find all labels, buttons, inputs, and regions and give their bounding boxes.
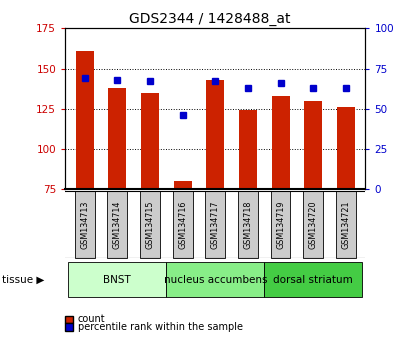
Bar	[239, 110, 257, 189]
Text: percentile rank within the sample: percentile rank within the sample	[78, 322, 243, 332]
Text: GSM134717: GSM134717	[211, 200, 220, 249]
Text: dorsal striatum: dorsal striatum	[273, 275, 353, 285]
Text: GSM134715: GSM134715	[145, 200, 155, 249]
Text: tissue ▶: tissue ▶	[2, 275, 45, 285]
Bar	[166, 262, 264, 297]
Bar	[264, 262, 362, 297]
Text: GDS2344 / 1428488_at: GDS2344 / 1428488_at	[129, 12, 291, 27]
Text: nucleus accumbens: nucleus accumbens	[163, 275, 267, 285]
Bar	[270, 191, 291, 258]
Bar	[336, 191, 356, 258]
Text: GSM134714: GSM134714	[113, 201, 122, 249]
Bar	[68, 262, 166, 297]
Text: GSM134720: GSM134720	[309, 200, 318, 249]
Text: GSM134721: GSM134721	[341, 200, 350, 249]
Bar	[272, 96, 289, 189]
Text: BNST: BNST	[103, 275, 131, 285]
Text: GSM134716: GSM134716	[178, 201, 187, 249]
Bar	[76, 51, 94, 189]
Text: count: count	[78, 314, 105, 324]
Bar	[304, 101, 322, 189]
Bar	[337, 107, 355, 189]
Bar	[205, 191, 225, 258]
Bar	[238, 191, 258, 258]
Bar	[108, 191, 127, 258]
Text: GSM134713: GSM134713	[80, 201, 89, 249]
Bar	[173, 181, 192, 189]
Bar	[75, 191, 94, 258]
Bar	[173, 191, 192, 258]
Bar	[303, 191, 323, 258]
Text: GSM134719: GSM134719	[276, 200, 285, 249]
Bar	[140, 191, 160, 258]
Bar	[206, 80, 224, 189]
Bar	[108, 88, 126, 189]
Bar	[141, 93, 159, 189]
Text: GSM134718: GSM134718	[244, 201, 252, 249]
